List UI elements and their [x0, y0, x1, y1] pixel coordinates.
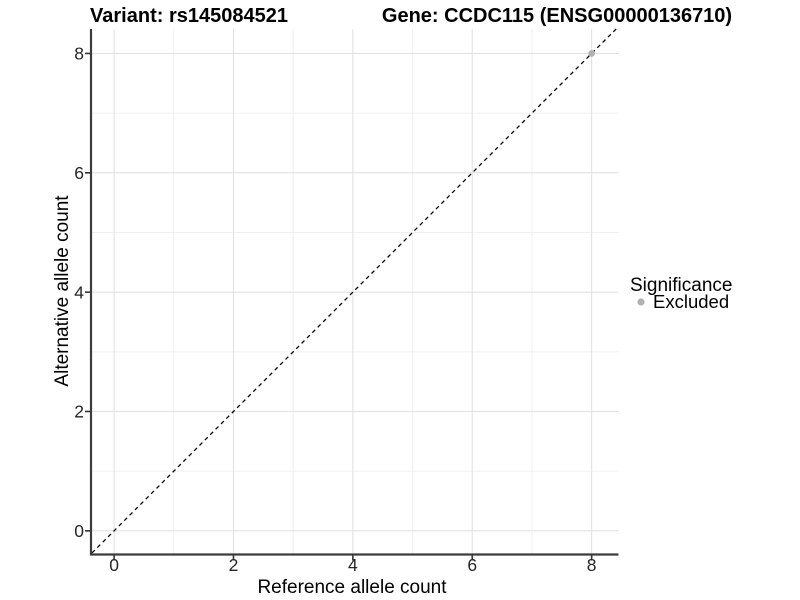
- marks-layer: [91, 28, 617, 554]
- axes-layer: 0 2 4 6 8 0 2 4 6 8: [74, 29, 619, 575]
- x-tick-label: 2: [229, 555, 239, 575]
- y-axis-title: Alternative allele count: [52, 195, 73, 387]
- legend-key-point: [637, 298, 645, 306]
- y-tick-label: 6: [74, 163, 84, 183]
- legend-title: Significance: [630, 275, 732, 296]
- x-tick-label: 0: [109, 555, 119, 575]
- plot-title-variant: Variant: rs145084521: [90, 5, 288, 27]
- y-tick-label: 2: [74, 402, 84, 422]
- y-tick-label: 8: [74, 44, 84, 64]
- identity-line: [91, 28, 617, 554]
- x-axis-title: Reference allele count: [257, 577, 447, 598]
- x-tick-label: 6: [467, 555, 477, 575]
- y-tick-label: 0: [74, 521, 84, 541]
- y-tick-label: 4: [74, 282, 84, 302]
- data-point: [588, 50, 595, 57]
- x-tick-label: 4: [348, 555, 358, 575]
- legend-entry-label: Excluded: [653, 291, 729, 312]
- plot-title-gene: Gene: CCDC115 (ENSG00000136710): [382, 5, 732, 27]
- x-tick-label: 8: [587, 555, 597, 575]
- grid-layer: [92, 29, 619, 554]
